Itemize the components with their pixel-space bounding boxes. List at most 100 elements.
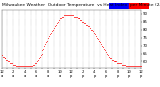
Point — [104, 51, 107, 53]
Point — [70, 15, 73, 16]
Point — [62, 16, 64, 17]
Point — [67, 15, 69, 16]
Point — [106, 54, 109, 56]
Point — [61, 16, 63, 17]
Point — [109, 58, 112, 59]
Point — [128, 66, 130, 67]
Point — [131, 66, 133, 67]
Point — [90, 29, 92, 30]
Point — [50, 32, 52, 33]
Point — [66, 15, 68, 16]
Point — [80, 19, 83, 21]
Point — [11, 62, 14, 64]
Point — [89, 27, 92, 29]
Point — [40, 53, 43, 54]
Point — [120, 62, 123, 64]
Point — [125, 66, 128, 67]
Point — [36, 59, 39, 61]
Point — [0, 54, 3, 56]
Point — [72, 16, 75, 17]
Point — [94, 34, 96, 35]
Point — [44, 43, 47, 45]
Point — [126, 66, 128, 67]
Point — [25, 66, 27, 67]
Point — [49, 34, 52, 35]
Point — [41, 50, 44, 51]
Point — [110, 59, 113, 61]
Point — [130, 66, 132, 67]
Point — [28, 66, 31, 67]
Point — [99, 42, 101, 43]
Point — [135, 66, 137, 67]
Point — [96, 37, 98, 38]
Point — [1, 56, 4, 57]
Point — [16, 66, 18, 67]
Point — [98, 40, 100, 41]
Point — [68, 15, 70, 16]
Point — [86, 24, 88, 25]
Point — [14, 64, 16, 65]
Point — [34, 62, 37, 64]
Point — [112, 61, 115, 62]
Point — [101, 45, 103, 46]
Point — [8, 61, 11, 62]
Point — [91, 29, 93, 30]
Point — [75, 16, 78, 17]
Point — [113, 61, 116, 62]
Point — [57, 21, 59, 22]
Point — [17, 66, 19, 67]
Point — [84, 23, 87, 24]
Point — [133, 66, 135, 67]
Point — [2, 56, 5, 57]
Point — [15, 66, 17, 67]
Point — [132, 66, 134, 67]
Point — [56, 23, 58, 24]
Point — [3, 58, 6, 59]
Point — [92, 30, 94, 32]
Point — [60, 18, 62, 19]
Point — [33, 62, 36, 64]
Point — [127, 66, 129, 67]
Point — [71, 15, 74, 16]
Point — [6, 59, 9, 61]
Bar — [129, 3, 149, 9]
Point — [68, 15, 71, 16]
Point — [93, 32, 95, 33]
Point — [117, 62, 120, 64]
Point — [79, 19, 82, 21]
Point — [122, 64, 124, 65]
Point — [20, 66, 22, 67]
Point — [100, 43, 102, 45]
Point — [102, 46, 104, 48]
Point — [118, 62, 121, 64]
Point — [73, 16, 76, 17]
Point — [47, 37, 50, 38]
Point — [103, 48, 105, 49]
Point — [19, 66, 21, 67]
Point — [85, 24, 88, 25]
Point — [139, 66, 141, 67]
Point — [65, 15, 67, 16]
Point — [108, 58, 111, 59]
Point — [46, 40, 49, 41]
Point — [18, 66, 20, 67]
Point — [119, 62, 122, 64]
Point — [27, 66, 29, 67]
Point — [78, 18, 81, 19]
Point — [95, 35, 97, 37]
Point — [5, 59, 8, 61]
Text: Milwaukee Weather  Outdoor Temperature  vs Heat Index  per Minute (24 Hours): Milwaukee Weather Outdoor Temperature vs… — [2, 3, 160, 7]
Point — [116, 62, 119, 64]
Point — [48, 35, 51, 37]
Point — [37, 58, 40, 59]
Point — [13, 64, 16, 65]
Point — [39, 54, 42, 56]
Bar — [109, 3, 129, 9]
Point — [53, 27, 56, 29]
Point — [87, 26, 89, 27]
Point — [28, 66, 30, 67]
Point — [10, 62, 13, 64]
Point — [81, 21, 84, 22]
Point — [104, 50, 106, 51]
Point — [123, 64, 126, 65]
